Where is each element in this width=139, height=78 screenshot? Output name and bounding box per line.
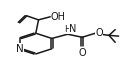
Text: O: O [78,48,86,58]
Text: OH: OH [51,12,66,22]
Text: N: N [70,24,77,34]
Text: H: H [64,25,71,34]
Text: N: N [16,44,24,54]
Text: O: O [95,28,103,38]
